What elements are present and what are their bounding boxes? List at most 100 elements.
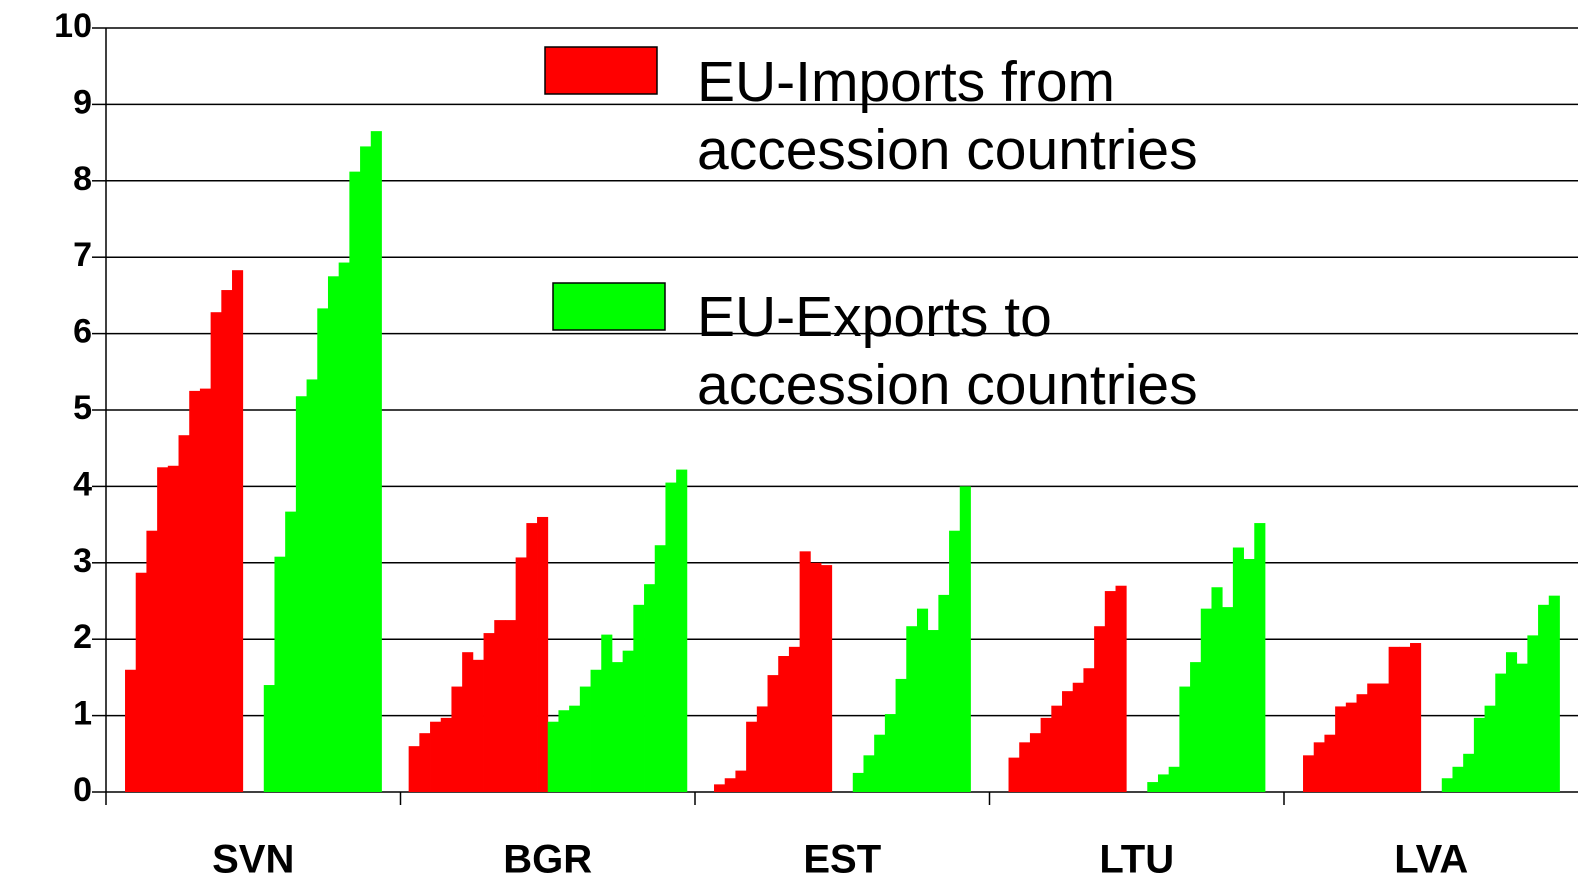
bar	[1051, 705, 1063, 792]
bar	[515, 557, 527, 792]
bar	[788, 646, 801, 792]
bar	[537, 516, 549, 792]
bar	[938, 594, 950, 792]
y-tick-label: 1	[73, 695, 92, 733]
bar	[1345, 702, 1357, 792]
bar	[1484, 705, 1496, 792]
y-tick-label: 3	[73, 542, 92, 580]
bar	[1324, 734, 1336, 792]
bar	[504, 620, 517, 792]
bar	[125, 669, 137, 792]
bar	[558, 710, 570, 792]
bar	[916, 608, 929, 792]
bar	[611, 662, 624, 792]
y-tick-label: 10	[54, 7, 92, 45]
bar	[360, 146, 372, 793]
bar	[232, 270, 244, 792]
bar	[1410, 643, 1422, 792]
bar	[622, 650, 634, 792]
y-tick-label: 9	[73, 83, 92, 121]
bar	[579, 686, 591, 792]
bar	[767, 675, 779, 792]
bar	[959, 486, 971, 792]
bar	[895, 678, 907, 792]
y-tick-label: 4	[73, 465, 92, 503]
bar	[472, 659, 484, 792]
bar	[430, 721, 442, 792]
legend-item: EU-Imports from accession countries	[697, 50, 1198, 182]
bar	[1538, 604, 1550, 792]
bar	[135, 572, 147, 792]
bar	[1072, 682, 1084, 792]
bar	[1399, 646, 1411, 792]
bar	[633, 604, 645, 792]
bar	[263, 685, 275, 792]
bar	[1232, 547, 1244, 792]
bar	[810, 562, 822, 792]
bar	[167, 465, 179, 792]
bar	[274, 556, 286, 792]
bar	[1254, 523, 1266, 792]
bar	[221, 290, 233, 792]
bar	[735, 770, 747, 792]
bar	[1495, 673, 1507, 792]
bar	[199, 388, 212, 792]
bar	[1527, 635, 1539, 792]
legend-swatch	[544, 46, 658, 95]
bar	[863, 755, 875, 792]
bar	[1008, 757, 1020, 792]
bar	[601, 634, 613, 792]
bar	[1505, 652, 1518, 792]
x-tick-label: LTU	[1099, 838, 1174, 882]
bar	[590, 669, 602, 792]
bar	[665, 482, 677, 792]
y-tick-label: 7	[73, 236, 92, 274]
bar	[1157, 774, 1170, 792]
bar	[1243, 558, 1255, 792]
y-tick-label: 2	[73, 618, 92, 656]
bar	[1548, 595, 1560, 792]
bar	[1441, 778, 1453, 792]
bar	[547, 721, 559, 792]
bar	[370, 131, 382, 792]
x-tick-label: LVA	[1394, 838, 1468, 882]
legend-swatch	[552, 282, 666, 331]
y-tick-label: 8	[73, 160, 92, 198]
y-tick-label: 5	[73, 389, 92, 427]
bar	[852, 772, 864, 792]
bar	[874, 734, 886, 792]
bar	[778, 656, 790, 792]
bar	[440, 717, 452, 792]
bar	[1356, 694, 1368, 792]
bar	[906, 626, 918, 792]
bar	[317, 308, 329, 792]
x-tick-label: BGR	[503, 838, 592, 882]
bar	[462, 652, 474, 792]
bar	[178, 435, 190, 792]
bar	[1211, 587, 1223, 792]
bar	[927, 630, 939, 792]
bar	[1463, 753, 1475, 792]
bar	[1040, 717, 1052, 792]
x-tick-label: EST	[803, 838, 881, 882]
bar	[419, 733, 431, 792]
bar	[644, 584, 656, 792]
bar	[451, 686, 463, 792]
bar	[1190, 662, 1202, 792]
bar	[1115, 585, 1127, 792]
bar	[1200, 608, 1212, 792]
bar	[338, 262, 350, 793]
bar	[408, 746, 420, 792]
bar	[285, 511, 297, 792]
bar	[1473, 717, 1485, 792]
bar	[349, 171, 361, 792]
bar	[1335, 706, 1347, 792]
bar	[483, 633, 495, 792]
bar	[1388, 646, 1400, 792]
bar	[146, 530, 158, 792]
bar	[949, 530, 961, 792]
x-tick-label: SVN	[212, 838, 294, 882]
bar	[884, 714, 896, 792]
bar	[189, 390, 201, 792]
